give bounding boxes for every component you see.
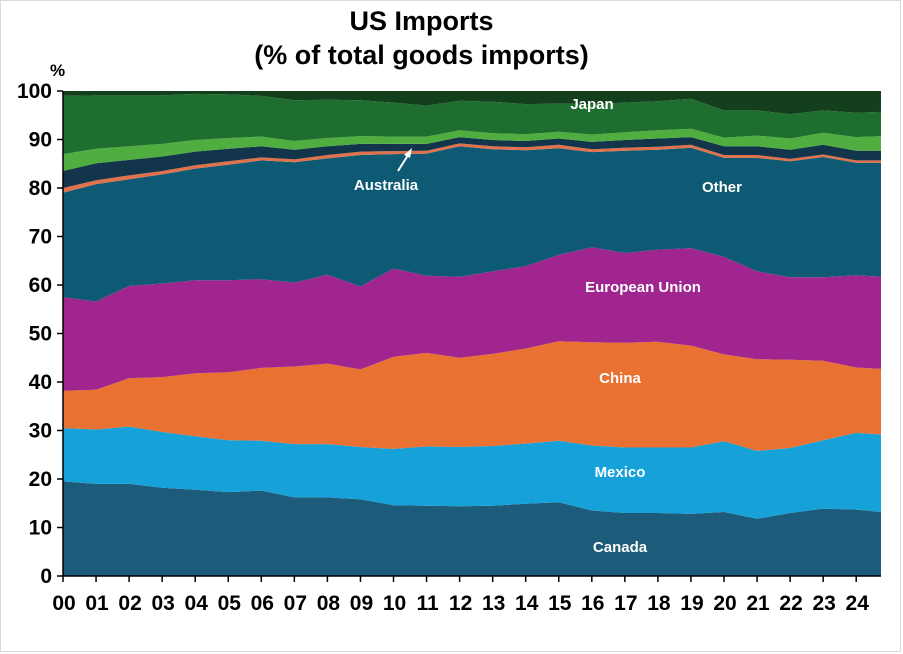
y-tick-label: 100 <box>17 80 52 103</box>
axes: 0 10 20 30 40 50 60 70 80 90 100 00 01 02 03 04 05 06 07 08… <box>17 80 881 615</box>
label-china: China <box>599 370 641 387</box>
area-canada <box>63 481 881 576</box>
label-other: Other <box>702 179 742 196</box>
x-tick-label: 13 <box>482 592 505 615</box>
x-tick-label: 19 <box>680 592 703 615</box>
y-axis-unit: % <box>50 61 65 80</box>
x-tick-label: 04 <box>185 592 209 615</box>
y-tick-label: 50 <box>29 323 52 346</box>
area-other <box>63 146 881 302</box>
x-tick-label: 00 <box>52 592 75 615</box>
label-australia: Australia <box>354 177 419 194</box>
area-layers <box>63 91 881 576</box>
area-dark-navy-band <box>63 137 881 188</box>
x-tick-label: 16 <box>581 592 604 615</box>
label-european-union: European Union <box>585 279 701 296</box>
australia-arrow <box>397 148 412 172</box>
x-tick-label: 23 <box>812 592 835 615</box>
x-tick-label: 24 <box>846 592 870 615</box>
x-tick-label: 17 <box>614 592 637 615</box>
label-mexico: Mexico <box>595 464 646 481</box>
x-tick-label: 09 <box>350 592 373 615</box>
area-japan <box>63 93 881 155</box>
series-labels: Japan Australia Other European Union Chi… <box>354 96 742 556</box>
y-tick-label: 20 <box>29 468 52 491</box>
x-tick-label: 15 <box>548 592 572 615</box>
label-japan: Japan <box>570 96 613 113</box>
y-tick-label: 10 <box>29 517 52 540</box>
x-tick-label: 21 <box>746 592 770 615</box>
x-tick-label: 20 <box>713 592 736 615</box>
x-tick-label: 11 <box>416 592 439 615</box>
label-canada: Canada <box>593 539 648 556</box>
y-tick-label: 80 <box>29 177 52 200</box>
x-tick-label: 12 <box>449 592 472 615</box>
title-line-2: (% of total goods imports) <box>254 40 589 70</box>
area-top-dark-band <box>63 91 881 115</box>
y-tick-label: 70 <box>29 226 52 249</box>
area-european-union <box>63 247 881 391</box>
x-tick-label: 10 <box>383 592 406 615</box>
x-tick-label: 03 <box>151 592 174 615</box>
x-tick-label: 05 <box>218 592 242 615</box>
x-tick-label: 08 <box>317 592 341 615</box>
x-tick-label: 01 <box>85 592 109 615</box>
y-tick-label: 30 <box>29 420 52 443</box>
chart-title: US Imports (% of total goods imports) <box>0 4 843 72</box>
y-tick-label: 90 <box>29 129 52 152</box>
title-line-1: US Imports <box>349 6 494 36</box>
x-tick-label: 06 <box>251 592 274 615</box>
x-tick-label: 22 <box>779 592 802 615</box>
y-tick-label: 40 <box>29 371 52 394</box>
x-tick-label: 14 <box>515 592 539 615</box>
area-china <box>63 341 881 451</box>
area-mexico <box>63 426 881 519</box>
x-tick-label: 18 <box>647 592 671 615</box>
area-light-green-band <box>63 128 881 171</box>
y-tick-label: 0 <box>40 565 52 588</box>
x-tick-label: 07 <box>284 592 307 615</box>
x-tick-label: 02 <box>118 592 141 615</box>
y-tick-label: 60 <box>29 274 52 297</box>
